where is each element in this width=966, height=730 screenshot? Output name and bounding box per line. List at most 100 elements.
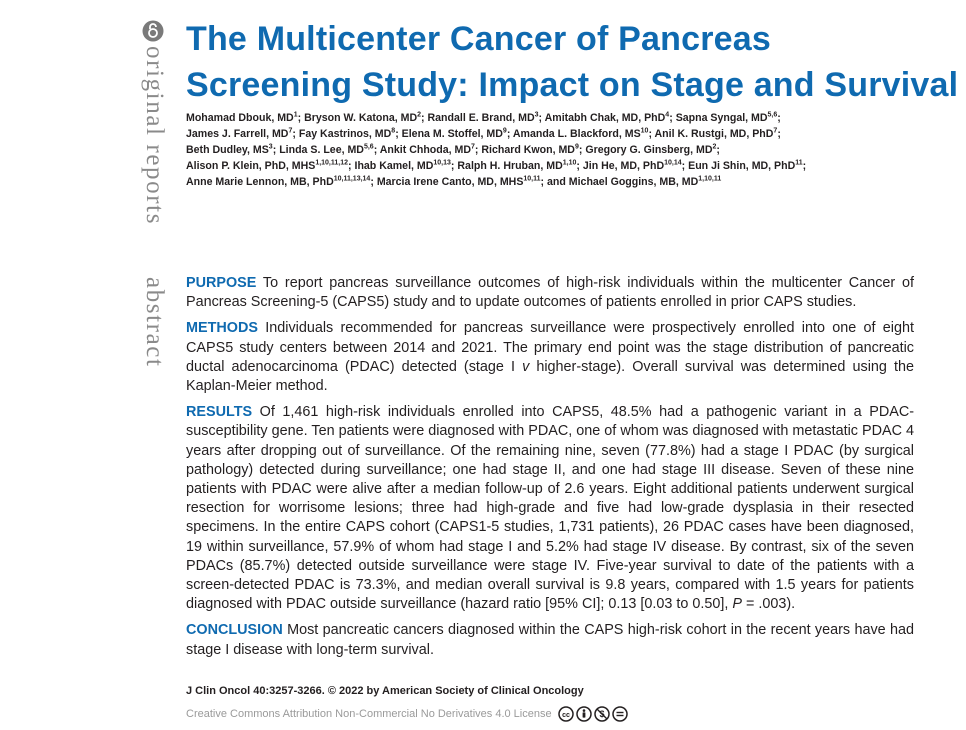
author-name: Ihab Kamel, MD [354,160,434,172]
author-name: Ankit Chhoda, MD [379,144,471,156]
svg-text:cc: cc [562,712,570,719]
author-affiliation: 5,6 [767,111,778,119]
author-name: Jin He, MD, PhD [582,160,665,172]
author-affiliation: 10 [640,127,649,135]
author-name: Elena M. Stoffel, MD [401,128,503,140]
author-name: Bryson W. Katona, MD [304,112,418,124]
abstract-methods: METHODS Individuals recommended for panc… [186,319,914,396]
author-name: Mohamad Dbouk, MD [186,112,294,124]
cc-nc-icon: $ [593,706,610,722]
methods-label: METHODS [186,320,258,337]
results-text-2: = .003). [741,596,796,613]
results-text-1: Of 1,461 high-risk individuals enrolled … [186,404,914,613]
author-affiliation: 4 [665,111,670,119]
author-name: Gregory G. Ginsberg, MD [585,144,713,156]
sidebar-section-label: original reports [141,46,168,226]
author-affiliation: 10,11,13,14 [333,175,371,183]
author-name: Anil K. Rustgi, MD, PhD [654,128,774,140]
author-name: Eun Ji Shin, MD, PhD [688,160,796,172]
author-separator: ; [348,160,355,172]
open-access-icon [142,20,164,42]
abstract-purpose: PURPOSE To report pancreas surveillance … [186,274,914,312]
author-separator: ; [450,160,458,172]
author-affiliation: 9 [574,143,579,151]
license-line: Creative Commons Attribution Non-Commerc… [186,706,628,722]
author-affiliation: 9 [502,127,507,135]
author-affiliation: 3 [534,111,539,119]
author-separator: ; [272,144,280,156]
title-line-1: The Multicenter Cancer of Pancreas [186,20,771,58]
author-separator: ; [421,112,428,124]
author-row: James J. Farrell, MD7; Fay Kastrinos, MD… [186,126,916,142]
abstract-conclusion: CONCLUSION Most pancreatic cancers diagn… [186,621,914,659]
author-affiliation: 10,11 [523,175,541,183]
author-affiliation: 11 [795,159,803,167]
author-name: Alison P. Klein, PhD, MHS [186,160,316,172]
conclusion-text: Most pancreatic cancers diagnosed within… [186,622,914,658]
license-text[interactable]: Creative Commons Attribution Non-Commerc… [186,708,552,720]
author-separator: ; [474,144,482,156]
author-separator: ; [648,128,655,140]
author-name: Fay Kastrinos, MD [298,128,392,140]
author-row: Alison P. Klein, PhD, MHS1,10,11,12; Iha… [186,158,916,174]
abstract-results: RESULTS Of 1,461 high-risk individuals e… [186,403,914,614]
journal-citation: J Clin Oncol 40:3257-3266. © 2022 by Ame… [186,685,584,697]
cc-license-badge[interactable]: cc $ [557,706,628,722]
abstract: PURPOSE To report pancreas surveillance … [186,274,914,667]
author-separator: ; [576,160,583,172]
author-affiliation: 1,10,11,12 [315,159,349,167]
author-affiliation: 7 [288,127,293,135]
author-name: Ralph H. Hruban, MD [457,160,563,172]
cc-nd-icon [611,706,628,722]
author-name: Amanda L. Blackford, MS [512,128,641,140]
article-title: The Multicenter Cancer of Pancreas Scree… [186,16,958,108]
cc-by-icon [575,706,592,722]
author-separator: ; [681,160,689,172]
author-row: Beth Dudley, MS3; Linda S. Lee, MD5,6; A… [186,142,916,158]
results-p-value: P [732,596,742,613]
author-affiliation: 7 [773,127,778,135]
author-affiliation: 7 [470,143,475,151]
author-separator: ; and [540,176,569,188]
author-affiliation: 10,13 [433,159,451,167]
title-line-2: Screening Study: Impact on Stage and Sur… [186,66,959,104]
author-separator: ; [578,144,586,156]
author-name: James J. Farrell, MD [186,128,289,140]
author-affiliation: 1,10,11 [698,175,722,183]
author-affiliation: 5,6 [363,143,374,151]
author-separator: ; [777,112,781,124]
cc-icon: cc [557,706,574,722]
purpose-label: PURPOSE [186,275,257,291]
author-affiliation: 2 [417,111,422,119]
author-separator: ; [506,128,513,140]
author-affiliation: 2 [712,143,717,151]
conclusion-label: CONCLUSION [186,622,283,639]
author-list: Mohamad Dbouk, MD1; Bryson W. Katona, MD… [186,110,916,190]
author-separator: ; [716,144,720,156]
author-separator: ; [370,176,377,188]
author-affiliation: 8 [391,127,396,135]
author-name: Michael Goggins, MB, MD [568,176,699,188]
author-affiliation: 10,14 [664,159,682,167]
author-name: Sapna Syngal, MD [675,112,768,124]
author-affiliation: 1 [293,111,298,119]
author-row: Mohamad Dbouk, MD1; Bryson W. Katona, MD… [186,110,916,126]
author-separator: ; [777,128,781,140]
author-name: Linda S. Lee, MD [279,144,364,156]
methods-text-1: Individuals recommended for pancreas sur… [186,320,914,375]
author-separator: ; [538,112,545,124]
author-name: Beth Dudley, MS [186,144,269,156]
results-label: RESULTS [186,404,253,421]
author-affiliation: 1,10 [562,159,577,167]
author-affiliation: 3 [268,143,273,151]
purpose-text: To report pancreas surveillance outcomes… [186,275,914,311]
author-name: Amitabh Chak, MD, PhD [544,112,666,124]
author-separator: ; [297,112,305,124]
author-name: Marcia Irene Canto, MD, MHS [376,176,524,188]
author-separator: ; [373,144,380,156]
author-separator: ; [802,160,807,172]
sidebar-abstract-label: abstract [141,277,168,368]
author-name: Richard Kwon, MD [481,144,575,156]
author-row: Anne Marie Lennon, MB, PhD10,11,13,14; M… [186,174,916,190]
author-separator: ; [395,128,402,140]
